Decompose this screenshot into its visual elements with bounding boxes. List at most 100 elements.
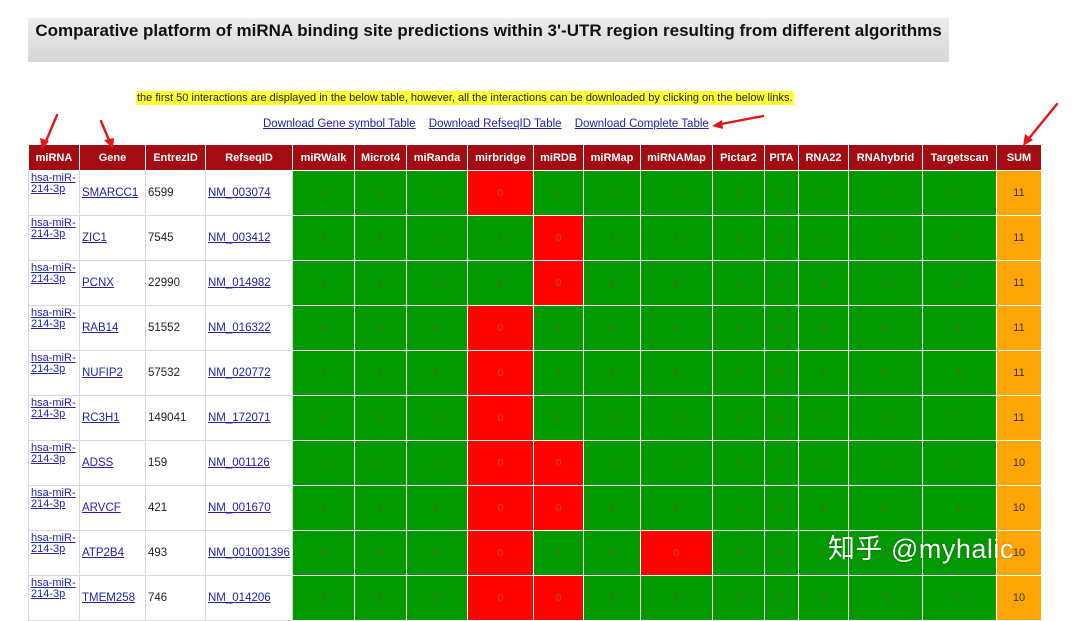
gene-cell[interactable]: RAB14 <box>79 305 146 351</box>
column-header-mirnamap: miRNAMap <box>640 144 713 171</box>
refseq-id-cell[interactable]: NM_001126 <box>205 440 293 486</box>
refseq-id-cell[interactable]: NM_172071 <box>205 395 293 441</box>
mirna-cell[interactable]: hsa-miR-214-3p <box>28 305 80 351</box>
prediction-cell-mirbridge: 0 <box>467 350 534 396</box>
mirna-link[interactable]: hsa-miR-214-3p <box>31 217 76 240</box>
mirna-cell[interactable]: hsa-miR-214-3p <box>28 260 80 306</box>
refseq-id-link[interactable]: NM_014982 <box>208 277 271 289</box>
gene-cell[interactable]: RC3H1 <box>79 395 146 441</box>
prediction-cell-rna22: 1 <box>798 350 849 396</box>
refseq-id-cell[interactable]: NM_014982 <box>205 260 293 306</box>
mirna-cell[interactable]: hsa-miR-214-3p <box>28 530 80 576</box>
prediction-cell-mirwalk: 1 <box>292 530 355 576</box>
prediction-cell-mirmap: 1 <box>583 530 641 576</box>
refseq-id-link[interactable]: NM_020772 <box>208 367 271 379</box>
gene-link[interactable]: TMEM258 <box>82 592 136 604</box>
gene-cell[interactable]: ZIC1 <box>79 215 146 261</box>
gene-link[interactable]: ADSS <box>82 457 114 469</box>
gene-link[interactable]: ATP2B4 <box>82 547 124 559</box>
prediction-cell-mirdb: 0 <box>533 485 584 531</box>
prediction-cell-mirwalk: 1 <box>292 215 355 261</box>
prediction-cell-mirbridge: 1 <box>467 215 534 261</box>
refseq-id-link[interactable]: NM_014206 <box>208 592 271 604</box>
gene-link[interactable]: NUFIP2 <box>82 367 123 379</box>
mirna-cell[interactable]: hsa-miR-214-3p <box>28 440 80 486</box>
mirna-link[interactable]: hsa-miR-214-3p <box>31 487 76 510</box>
mirna-link[interactable]: hsa-miR-214-3p <box>31 262 76 285</box>
gene-link[interactable]: ZIC1 <box>82 232 107 244</box>
mirna-cell[interactable]: hsa-miR-214-3p <box>28 395 80 441</box>
gene-link[interactable]: ARVCF <box>82 502 121 514</box>
mirna-cell[interactable]: hsa-miR-214-3p <box>28 170 80 216</box>
gene-cell[interactable]: ARVCF <box>79 485 146 531</box>
prediction-cell-rnahybrid: 1 <box>848 395 923 441</box>
table-row: hsa-miR-214-3p NUFIP2 57532 NM_020772 1 1 1 0 1 1… <box>28 350 1042 396</box>
refseq-id-link[interactable]: NM_016322 <box>208 322 271 334</box>
prediction-cell-pita: 1 <box>764 215 799 261</box>
sum-cell: 11 <box>996 395 1042 441</box>
mirna-link[interactable]: hsa-miR-214-3p <box>31 577 76 600</box>
gene-cell[interactable]: ADSS <box>79 440 146 486</box>
refseq-id-cell[interactable]: NM_001001396 <box>205 530 293 576</box>
mirna-link[interactable]: hsa-miR-214-3p <box>31 352 76 375</box>
mirna-link[interactable]: hsa-miR-214-3p <box>31 307 76 330</box>
mirna-link[interactable]: hsa-miR-214-3p <box>31 532 76 555</box>
prediction-cell-mirnamap: 1 <box>640 395 713 441</box>
refseq-id-link[interactable]: NM_003074 <box>208 187 271 199</box>
gene-cell[interactable]: TMEM258 <box>79 575 146 621</box>
entrez-id-cell: 149041 <box>145 395 206 441</box>
prediction-cell-mirbridge: 0 <box>467 485 534 531</box>
prediction-cell-rnahybrid: 1 <box>848 350 923 396</box>
gene-cell[interactable]: SMARCC1 <box>79 170 146 216</box>
sum-cell: 10 <box>996 485 1042 531</box>
refseq-id-link[interactable]: NM_001126 <box>208 457 270 469</box>
prediction-cell-pictar2: 1 <box>712 485 765 531</box>
gene-link[interactable]: RAB14 <box>82 322 119 334</box>
column-header-gene: Gene <box>79 144 146 171</box>
prediction-cell-mirdb: 1 <box>533 395 584 441</box>
gene-cell[interactable]: NUFIP2 <box>79 350 146 396</box>
prediction-cell-targetscan: 1 <box>922 530 997 576</box>
prediction-cell-mirdb: 0 <box>533 260 584 306</box>
prediction-cell-rna22: 1 <box>798 440 849 486</box>
mirna-link[interactable]: hsa-miR-214-3p <box>31 172 76 195</box>
download-refseqid-link[interactable]: Download RefseqID Table <box>428 118 562 130</box>
refseq-id-cell[interactable]: NM_003074 <box>205 170 293 216</box>
refseq-id-cell[interactable]: NM_003412 <box>205 215 293 261</box>
gene-link[interactable]: RC3H1 <box>82 412 120 424</box>
gene-cell[interactable]: ATP2B4 <box>79 530 146 576</box>
table-header-row: miRNA Gene EntrezID RefseqID miRWalk Microt4 m… <box>28 144 1042 171</box>
refseq-id-cell[interactable]: NM_001670 <box>205 485 293 531</box>
prediction-cell-targetscan: 1 <box>922 485 997 531</box>
prediction-cell-pita: 1 <box>764 305 799 351</box>
mirna-cell[interactable]: hsa-miR-214-3p <box>28 575 80 621</box>
refseq-id-cell[interactable]: NM_016322 <box>205 305 293 351</box>
prediction-cell-targetscan: 1 <box>922 170 997 216</box>
gene-link[interactable]: PCNX <box>82 277 114 289</box>
prediction-cell-rnahybrid: 1 <box>848 215 923 261</box>
prediction-cell-microt4: 1 <box>354 170 407 216</box>
sum-cell: 11 <box>996 215 1042 261</box>
refseq-id-cell[interactable]: NM_020772 <box>205 350 293 396</box>
prediction-cell-mirnamap: 1 <box>640 350 713 396</box>
prediction-cell-targetscan: 1 <box>922 260 997 306</box>
gene-cell[interactable]: PCNX <box>79 260 146 306</box>
sum-cell: 10 <box>996 440 1042 486</box>
column-header-miranda: miRanda <box>406 144 468 171</box>
download-gene-symbol-link[interactable]: Download Gene symbol Table <box>263 118 416 130</box>
refseq-id-link[interactable]: NM_172071 <box>208 412 271 424</box>
refseq-id-link[interactable]: NM_003412 <box>208 232 271 244</box>
refseq-id-cell[interactable]: NM_014206 <box>205 575 293 621</box>
mirna-cell[interactable]: hsa-miR-214-3p <box>28 350 80 396</box>
prediction-cell-microt4: 1 <box>354 575 407 621</box>
mirna-cell[interactable]: hsa-miR-214-3p <box>28 215 80 261</box>
download-complete-link[interactable]: Download Complete Table <box>574 118 709 130</box>
gene-link[interactable]: SMARCC1 <box>82 187 139 199</box>
mirna-link[interactable]: hsa-miR-214-3p <box>31 442 76 465</box>
refseq-id-link[interactable]: NM_001001396 <box>208 547 290 559</box>
refseq-id-link[interactable]: NM_001670 <box>208 502 271 514</box>
prediction-cell-pita: 1 <box>764 395 799 441</box>
prediction-cell-microt4: 1 <box>354 260 407 306</box>
mirna-cell[interactable]: hsa-miR-214-3p <box>28 485 80 531</box>
mirna-link[interactable]: hsa-miR-214-3p <box>31 397 76 420</box>
